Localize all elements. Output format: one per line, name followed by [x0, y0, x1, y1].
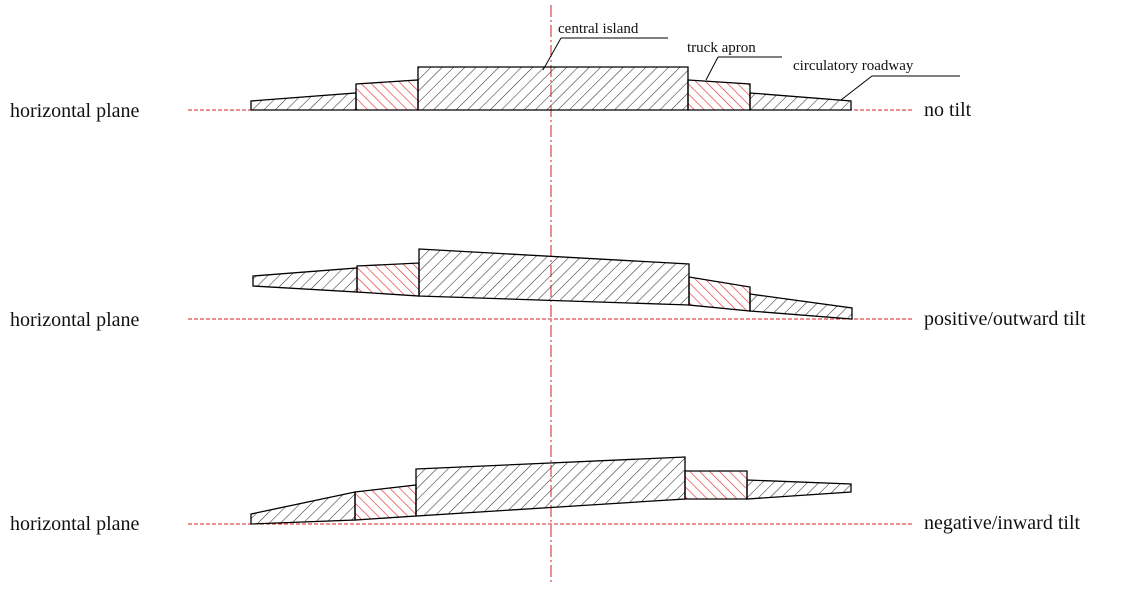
circulatory-roadway-left [252, 267, 358, 293]
circulatory-roadway-right [749, 293, 853, 320]
truck-apron-left [356, 262, 420, 297]
row-positive-tilt: horizontal plane positive/outward tilt [10, 248, 1086, 331]
circulatory-roadway-left [250, 92, 357, 111]
tilt-label: no tilt [924, 99, 972, 121]
circulatory-roadway-left [250, 491, 356, 525]
central-island [417, 66, 689, 111]
row-no-tilt: central island truck apron circulatory r… [10, 21, 972, 122]
central-island [415, 456, 686, 517]
central-island-leader-tip [542, 37, 562, 71]
circulatory-roadway-leader-tip [840, 75, 873, 101]
truck-apron-left [354, 484, 417, 521]
truck-apron-leader-tip [705, 56, 719, 81]
horizontal-plane-label: horizontal plane [10, 513, 140, 535]
central-island [418, 248, 690, 306]
central-island-label: central island [558, 21, 639, 37]
truck-apron-right [688, 276, 751, 312]
truck-apron-left [355, 79, 419, 111]
circulatory-roadway-right [749, 92, 852, 111]
truck-apron-label: truck apron [687, 40, 756, 56]
tilt-label: negative/inward tilt [924, 512, 1081, 534]
circulatory-roadway-label: circulatory roadway [793, 58, 914, 74]
horizontal-plane-label: horizontal plane [10, 309, 140, 331]
horizontal-plane-label: horizontal plane [10, 100, 140, 122]
row-negative-tilt: horizontal plane negative/inward tilt [10, 456, 1081, 535]
circulatory-roadway-right [746, 479, 852, 500]
tilt-label: positive/outward tilt [924, 308, 1086, 330]
truck-apron-right [684, 470, 748, 500]
truck-apron-right [687, 79, 751, 111]
